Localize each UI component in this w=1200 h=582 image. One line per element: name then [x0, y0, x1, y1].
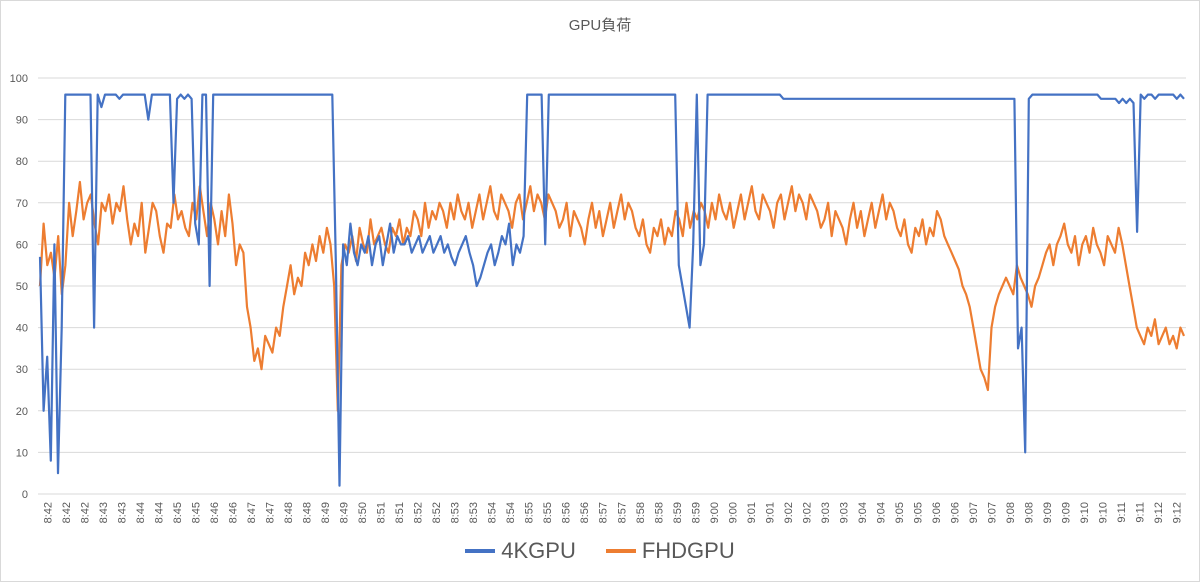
legend: 4KGPU FHDGPU: [0, 538, 1200, 564]
x-tick-label: 9:02: [801, 502, 813, 523]
x-tick-label: 9:07: [968, 502, 980, 523]
x-tick-label: 9:04: [875, 502, 887, 523]
x-tick-label: 8:58: [653, 502, 665, 523]
legend-label-fhdgpu: FHDGPU: [641, 538, 735, 563]
x-tick-label: 9:06: [931, 502, 943, 523]
legend-label-4kgpu: 4KGPU: [501, 538, 576, 563]
x-tick-label: 9:08: [1024, 502, 1036, 523]
x-tick-label: 8:57: [598, 502, 610, 523]
x-tick-label: 8:43: [98, 502, 110, 523]
y-tick-label: 10: [16, 447, 28, 459]
y-tick-label: 60: [16, 239, 28, 251]
x-tick-label: 8:59: [690, 502, 702, 523]
x-tick-label: 9:02: [783, 502, 795, 523]
x-tick-label: 9:05: [913, 502, 925, 523]
x-tick-label: 9:12: [1153, 502, 1165, 523]
x-tick-label: 9:09: [1061, 502, 1073, 523]
x-tick-label: 8:49: [339, 502, 351, 523]
x-tick-label: 8:46: [209, 502, 221, 523]
x-tick-label: 9:04: [857, 502, 869, 523]
x-tick-label: 8:52: [431, 502, 443, 523]
y-tick-label: 100: [10, 73, 28, 85]
x-tick-label: 9:03: [838, 502, 850, 523]
x-tick-label: 9:05: [894, 502, 906, 523]
x-tick-label: 8:44: [153, 502, 165, 523]
legend-swatch-fhdgpu: [605, 549, 636, 553]
x-tick-label: 8:54: [487, 502, 499, 523]
series-lines: [38, 93, 1186, 487]
x-tick-label: 8:45: [190, 502, 202, 523]
x-tick-label: 8:53: [450, 502, 462, 523]
x-tick-label: 9:01: [746, 502, 758, 523]
x-tick-label: 8:57: [616, 502, 628, 523]
x-tick-label: 8:52: [413, 502, 425, 523]
x-tick-label: 9:01: [764, 502, 776, 523]
x-tick-label: 8:51: [376, 502, 388, 523]
series-line-fhdgpu: [38, 180, 1186, 412]
legend-swatch-4kgpu: [465, 549, 496, 553]
x-tick-label: 8:46: [227, 502, 239, 523]
x-tick-label: 9:11: [1116, 502, 1128, 523]
y-tick-label: 20: [16, 406, 28, 418]
series-line-4kgpu: [38, 93, 1185, 487]
x-tick-label: 9:12: [1172, 502, 1184, 523]
x-tick-label: 9:06: [950, 502, 962, 523]
x-tick-label: 9:03: [820, 502, 832, 523]
x-tick-label: 8:44: [135, 502, 147, 523]
x-tick-label: 8:59: [672, 502, 684, 523]
x-tick-label: 8:55: [542, 502, 554, 523]
x-tick-label: 8:42: [79, 502, 91, 523]
x-tick-label: 9:07: [987, 502, 999, 523]
x-tick-label: 9:11: [1135, 502, 1147, 523]
legend-item-4kgpu: 4KGPU: [465, 538, 576, 564]
y-tick-label: 0: [22, 489, 28, 501]
x-axis-ticks: 8:42 8:42 8:42 8:43 8:43 8:44 8:44 8:45 8:45 8:46…: [42, 502, 1183, 523]
legend-item-fhdgpu: FHDGPU: [605, 538, 735, 564]
x-tick-label: 8:45: [172, 502, 184, 523]
x-tick-label: 9:00: [727, 502, 739, 523]
y-tick-label: 50: [16, 281, 28, 293]
x-tick-label: 8:47: [264, 502, 276, 523]
x-tick-label: 8:56: [561, 502, 573, 523]
x-tick-label: 8:56: [579, 502, 591, 523]
x-tick-label: 9:10: [1098, 502, 1110, 523]
y-tick-label: 40: [16, 323, 28, 335]
y-tick-label: 70: [16, 198, 28, 210]
y-tick-label: 90: [16, 115, 28, 127]
x-tick-label: 8:42: [42, 502, 54, 523]
x-tick-label: 8:48: [283, 502, 295, 523]
y-tick-label: 30: [16, 364, 28, 376]
x-tick-label: 8:47: [246, 502, 258, 523]
x-tick-label: 8:54: [505, 502, 517, 523]
chart-title: GPU負荷: [568, 17, 632, 34]
x-tick-label: 9:08: [1005, 502, 1017, 523]
x-tick-label: 8:42: [61, 502, 73, 523]
x-tick-label: 8:58: [635, 502, 647, 523]
x-tick-label: 8:50: [357, 502, 369, 523]
x-tick-label: 8:48: [301, 502, 313, 523]
x-tick-label: 8:43: [116, 502, 128, 523]
x-tick-label: 8:49: [320, 502, 332, 523]
x-tick-label: 8:53: [468, 502, 480, 523]
y-tick-label: 80: [16, 156, 28, 168]
x-tick-label: 9:09: [1042, 502, 1054, 523]
y-axis-ticks: 0 10 20 30 40 50 60 70 80 90 100: [10, 73, 28, 501]
x-tick-label: 8:51: [394, 502, 406, 523]
x-tick-label: 8:55: [524, 502, 536, 523]
x-tick-label: 9:00: [709, 502, 721, 523]
x-tick-label: 9:10: [1079, 502, 1091, 523]
